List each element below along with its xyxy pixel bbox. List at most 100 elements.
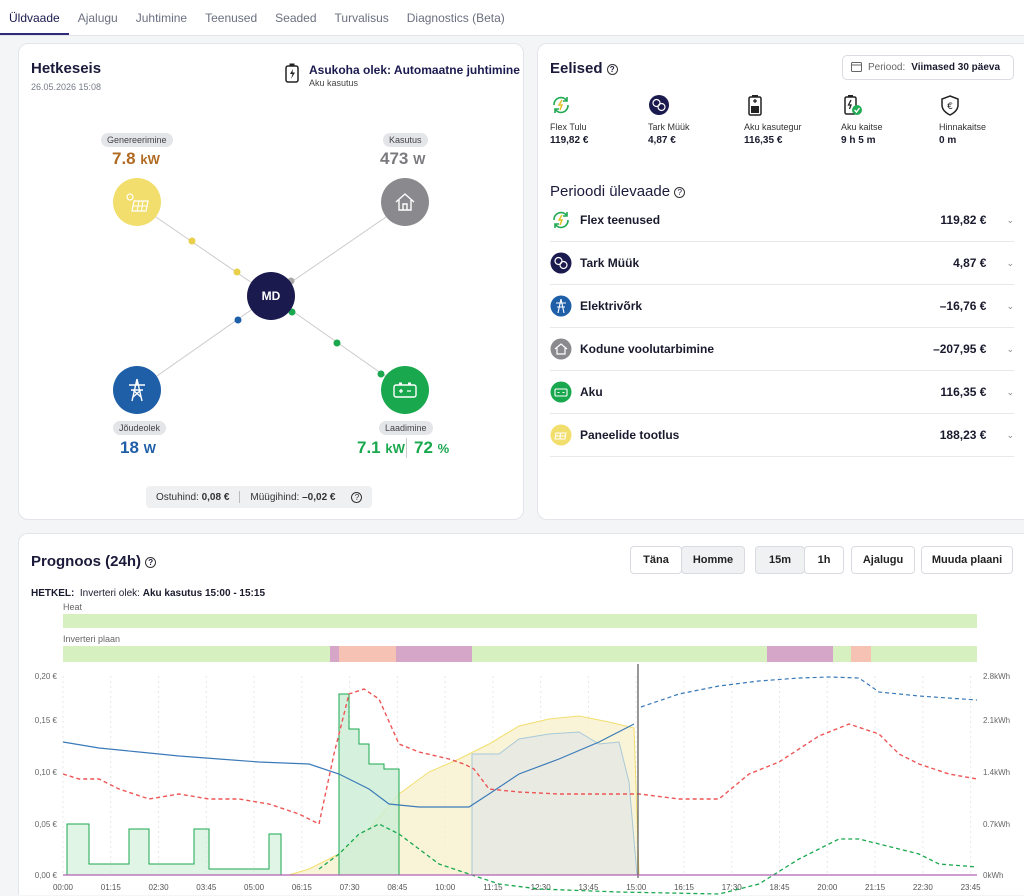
home-node[interactable] [381, 178, 429, 226]
overview-row[interactable]: Paneelide tootlus 188,23 € ⌄ [550, 414, 1014, 457]
y-left-tick: 0,20 € [35, 672, 58, 681]
generation-label: Genereerimine [101, 133, 173, 147]
tab-1[interactable]: Ajalugu [77, 11, 118, 25]
battery-icon [550, 381, 572, 403]
tab-2[interactable]: Juhtimine [135, 11, 188, 25]
help-icon[interactable]: ? [351, 491, 363, 503]
smart-sell-icon [550, 252, 572, 274]
battery-charge-icon [393, 382, 417, 398]
forecast-card: Prognoos (24h) ? Täna Homme 15m 1h Ajalu… [18, 533, 1024, 895]
interval-15m-button[interactable]: 15m [755, 546, 805, 574]
y-left-tick: 0,15 € [35, 716, 58, 725]
solar-panel-icon [126, 193, 149, 212]
usage-value: 473 W [380, 149, 426, 168]
power-tower-icon [550, 295, 572, 317]
overview-row-amount: 188,23 € [939, 428, 987, 442]
overview-title: Perioodi ülevaade ? [550, 183, 686, 200]
chevron-down-icon[interactable]: ⌄ [1006, 300, 1014, 311]
overview-row-name: Kodune voolutarbimine [580, 342, 715, 356]
location-state: Asukoha olek: Automaatne juhtimine [309, 63, 520, 77]
consumption-area [471, 731, 638, 876]
smart-sell-icon [648, 94, 670, 116]
x-tick: 02:30 [149, 883, 170, 892]
kpi-label: Flex Tulu [550, 122, 587, 132]
interval-1h-button[interactable]: 1h [804, 546, 844, 574]
overview-row-amount: 119,82 € [940, 213, 987, 227]
tab-4[interactable]: Seaded [275, 11, 317, 25]
overview-row-amount: 116,35 € [940, 385, 987, 399]
heat-label: Heat [63, 602, 83, 612]
flow-dot-solar [233, 268, 241, 276]
x-tick: 12:30 [531, 883, 552, 892]
y-right-tick: 1.4kWh [983, 768, 1010, 777]
help-icon[interactable]: ? [606, 63, 618, 75]
change-plan-button[interactable]: Muuda plaani [921, 546, 1013, 574]
overview-row-amount: 4,87 € [953, 256, 987, 270]
kpi-hinnakaitse: € Hinnakaitse 0 m [939, 94, 1024, 146]
overview-row-name: Elektrivõrk [580, 299, 643, 313]
help-icon[interactable]: ? [674, 186, 686, 198]
flex-icon [550, 94, 572, 116]
overview-row[interactable]: Tark Müük 4,87 € ⌄ [550, 242, 1014, 285]
history-button[interactable]: Ajalugu [851, 546, 915, 574]
inverter-plan-label: Inverteri plaan [63, 634, 121, 644]
x-tick: 11:15 [483, 883, 503, 892]
x-tick: 21:15 [865, 883, 886, 892]
period-selector[interactable]: Periood: Viimased 30 päeva [842, 55, 1014, 80]
grid-label: Jõudeolek [113, 421, 167, 435]
flow-dot-solar [188, 237, 196, 245]
current-state-card: Hetkeseis 26.05.2026 15:08 Asukoha olek:… [18, 43, 524, 520]
soc-forecast-line [640, 676, 978, 708]
overview-row-amount: –207,95 € [933, 342, 987, 356]
x-tick: 16:15 [674, 883, 695, 892]
chevron-down-icon[interactable]: ⌄ [1006, 343, 1014, 354]
chevron-down-icon[interactable]: ⌄ [1006, 257, 1014, 268]
flex-icon [550, 209, 572, 231]
period-value: Viimased 30 päeva [911, 62, 1001, 73]
solar-node[interactable] [113, 178, 161, 226]
chevron-down-icon[interactable]: ⌄ [1006, 386, 1014, 397]
chevron-down-icon[interactable]: ⌄ [1006, 214, 1014, 225]
y-left-tick: 0,10 € [35, 768, 58, 777]
x-tick: 08:45 [387, 883, 408, 892]
heat-bar [63, 614, 977, 628]
tab-6[interactable]: Diagnostics (Beta) [406, 11, 505, 25]
overview-row[interactable]: Flex teenused 119,82 € ⌄ [550, 199, 1014, 242]
location-state-sub: Aku kasutus [309, 78, 359, 88]
grid-node[interactable] [113, 366, 161, 414]
battery-state-icon [285, 63, 301, 83]
tab-3[interactable]: Teenused [205, 11, 258, 25]
current-state-date: 26.05.2026 15:08 [31, 82, 102, 92]
overview-row-amount: –16,76 € [939, 299, 987, 313]
kpi-value: 9 h 5 m [841, 135, 876, 146]
overview-row[interactable]: Aku 116,35 € ⌄ [550, 371, 1014, 414]
overview-row-name: Tark Müük [580, 256, 640, 270]
tab-0[interactable]: Üldvaade [0, 11, 69, 35]
center-node[interactable]: MD [247, 272, 295, 320]
kpi-aku-kaitse: Aku kaitse 9 h 5 m [841, 94, 937, 146]
overview-row[interactable]: Kodune voolutarbimine –207,95 € ⌄ [550, 328, 1014, 371]
today-button[interactable]: Täna [630, 546, 682, 574]
tab-5[interactable]: Turvalisus [334, 11, 389, 25]
kpi-label: Hinnakaitse [939, 122, 987, 132]
inverter-plan-bar [63, 646, 977, 662]
battery-icon [744, 94, 766, 116]
battery-node[interactable] [381, 366, 429, 414]
y-left-tick: 0,00 € [35, 871, 58, 880]
x-tick: 06:15 [292, 883, 313, 892]
energy-flow-lines [136, 203, 406, 391]
chevron-down-icon[interactable]: ⌄ [1006, 429, 1014, 440]
flow-dot-grid [234, 316, 242, 324]
help-icon[interactable]: ? [145, 556, 157, 568]
battery-charge-area [338, 693, 400, 876]
benefits-card: Eelised ? Periood: Viimased 30 päeva Fle… [537, 43, 1024, 520]
kpi-aku-kasutegur: Aku kasutegur 116,35 € [744, 94, 840, 146]
x-tick: 00:00 [53, 883, 74, 892]
overview-row[interactable]: Elektrivõrk –16,76 € ⌄ [550, 285, 1014, 328]
kpi-tark-müük: Tark Müük 4,87 € [648, 94, 744, 146]
x-tick: 20:00 [817, 883, 838, 892]
tomorrow-button[interactable]: Homme [681, 546, 745, 574]
battery-label: Laadimine [379, 421, 433, 435]
x-tick: 05:00 [244, 883, 265, 892]
overview-row-name: Flex teenused [580, 213, 661, 227]
